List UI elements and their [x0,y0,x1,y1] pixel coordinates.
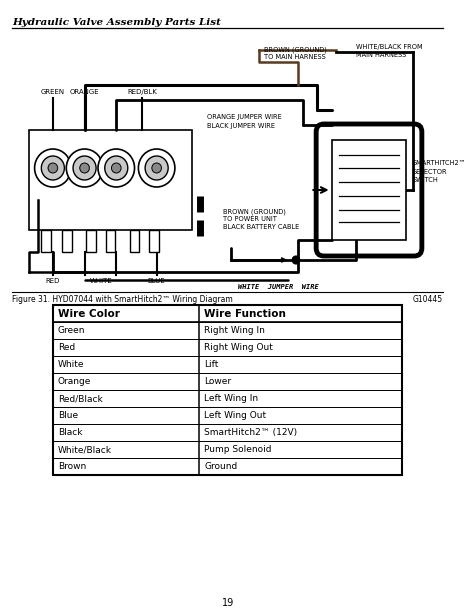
Text: BLACK BATTERY CABLE: BLACK BATTERY CABLE [223,224,299,230]
Text: RED/BLK: RED/BLK [128,89,157,95]
Bar [29,130,192,230]
Bar [130,230,139,252]
Text: Orange: Orange [58,377,91,386]
Bar [53,441,401,458]
Text: Figure 31. HYD07044 with SmartHitch2™ Wiring Diagram: Figure 31. HYD07044 with SmartHitch2™ Wi… [12,295,233,304]
Text: Left Wing In: Left Wing In [204,394,258,403]
Bar [106,230,115,252]
Text: Pump Solenoid: Pump Solenoid [204,445,272,454]
Text: 19: 19 [222,598,234,608]
Text: Red: Red [58,343,75,352]
Circle shape [73,156,96,180]
Text: WHITE: WHITE [90,278,112,284]
Bar [53,305,401,475]
Text: GREEN: GREEN [41,89,65,95]
Bar [53,407,401,424]
Circle shape [35,149,71,187]
Text: Green: Green [58,326,85,335]
Text: BLUE: BLUE [148,278,165,284]
Bar [41,230,51,252]
Text: ORANGE: ORANGE [70,89,100,95]
Text: Brown: Brown [58,462,86,471]
Text: Ground: Ground [204,462,237,471]
Text: Wire Color: Wire Color [58,308,119,318]
Circle shape [41,156,64,180]
Circle shape [48,163,58,173]
Bar [53,424,401,441]
Bar [53,373,401,390]
Bar [53,458,401,475]
Bar [63,230,72,252]
Bar [53,339,401,356]
Bar [53,356,401,373]
Circle shape [66,149,103,187]
Text: Blue: Blue [58,411,78,420]
Text: Wire Function: Wire Function [204,308,286,318]
Text: BROWN (GROUND): BROWN (GROUND) [264,46,327,53]
Bar [86,230,96,252]
Text: Right Wing In: Right Wing In [204,326,265,335]
Circle shape [292,256,300,264]
Text: SMARTHITCH2™
SELECTOR
SWITCH: SMARTHITCH2™ SELECTOR SWITCH [412,160,465,183]
Bar [149,230,159,252]
Circle shape [98,149,135,187]
Bar [53,390,401,407]
Text: Lift: Lift [204,360,219,369]
Circle shape [152,163,162,173]
Text: Red/Black: Red/Black [58,394,102,403]
Circle shape [138,149,175,187]
Circle shape [80,163,90,173]
Text: BLACK JUMPER WIRE: BLACK JUMPER WIRE [207,123,274,129]
Text: Lower: Lower [204,377,231,386]
Text: WHITE/BLACK FROM: WHITE/BLACK FROM [356,44,422,50]
Bar [53,322,401,339]
Text: SmartHitch2™ (12V): SmartHitch2™ (12V) [204,428,297,437]
Text: G10445: G10445 [413,295,443,304]
Circle shape [111,163,121,173]
Text: ORANGE JUMPER WIRE: ORANGE JUMPER WIRE [207,114,282,120]
Bar [331,140,407,240]
Text: BROWN (GROUND): BROWN (GROUND) [223,208,286,214]
Text: WHITE  JUMPER  WIRE: WHITE JUMPER WIRE [238,284,319,290]
Text: White: White [58,360,84,369]
Circle shape [105,156,128,180]
Text: White/Black: White/Black [58,445,112,454]
Text: MAIN HARNESS: MAIN HARNESS [356,52,406,58]
Text: Right Wing Out: Right Wing Out [204,343,273,352]
Text: Hydraulic Valve Assembly Parts List: Hydraulic Valve Assembly Parts List [12,18,221,26]
Text: Black: Black [58,428,82,437]
Bar [53,305,401,322]
Circle shape [145,156,168,180]
Text: Left Wing Out: Left Wing Out [204,411,266,420]
Text: TO MAIN HARNESS: TO MAIN HARNESS [264,54,326,60]
Text: RED: RED [46,278,60,284]
Text: TO POWER UNIT: TO POWER UNIT [223,216,277,222]
